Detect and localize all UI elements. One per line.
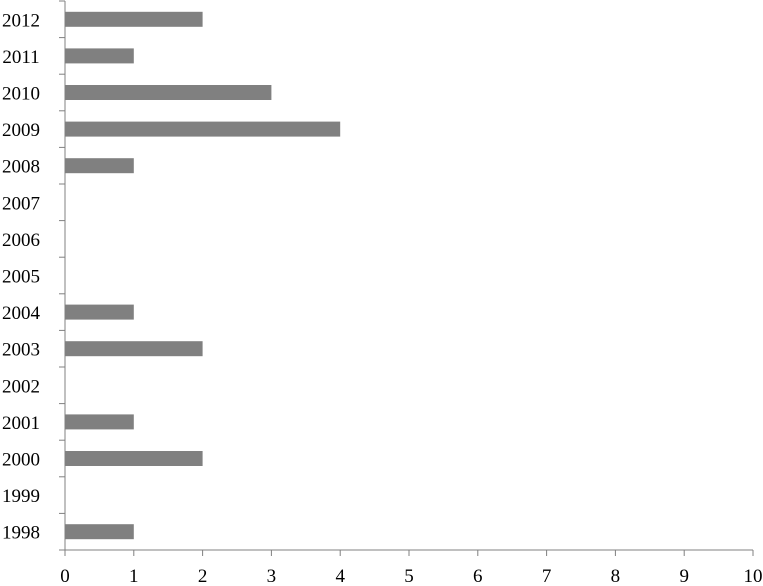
x-tick-label: 3: [267, 566, 277, 586]
y-tick-label: 2012: [2, 10, 40, 31]
y-tick-label: 2002: [2, 376, 40, 397]
x-tick-label: 5: [404, 566, 414, 586]
bar-2001: [65, 414, 134, 430]
bar-2003: [65, 341, 203, 357]
bar-2004: [65, 304, 134, 320]
y-tick-label: 2000: [2, 450, 40, 471]
x-tick-label: 6: [473, 566, 483, 586]
y-tick-label: 2011: [2, 47, 39, 68]
x-tick-label: 0: [60, 566, 70, 586]
x-tick-label: 10: [744, 566, 763, 586]
bar-2008: [65, 158, 134, 174]
bar-2011: [65, 48, 134, 64]
y-tick-label: 2006: [2, 230, 40, 251]
bar-2009: [65, 121, 341, 137]
x-tick-label: 2: [198, 566, 208, 586]
y-tick-label: 2004: [2, 303, 41, 324]
y-tick-label: 2005: [2, 267, 40, 288]
x-tick-label: 8: [611, 566, 621, 586]
y-tick-label: 2007: [2, 193, 40, 214]
y-tick-label: 2001: [2, 413, 40, 434]
x-tick-label: 7: [542, 566, 552, 586]
bar-1998: [65, 524, 134, 540]
y-tick-label: 2008: [2, 157, 40, 178]
x-tick-label: 1: [129, 566, 139, 586]
bar-2012: [65, 11, 203, 27]
y-tick-label: 1998: [2, 523, 40, 544]
y-tick-label: 2009: [2, 120, 40, 141]
y-tick-label: 2010: [2, 84, 40, 105]
y-tick-label: 1999: [2, 486, 40, 507]
x-tick-label: 4: [335, 566, 345, 586]
y-tick-label: 2003: [2, 340, 40, 361]
bar-2010: [65, 85, 272, 100]
x-tick-label: 9: [679, 566, 689, 586]
bar-2000: [65, 451, 203, 466]
